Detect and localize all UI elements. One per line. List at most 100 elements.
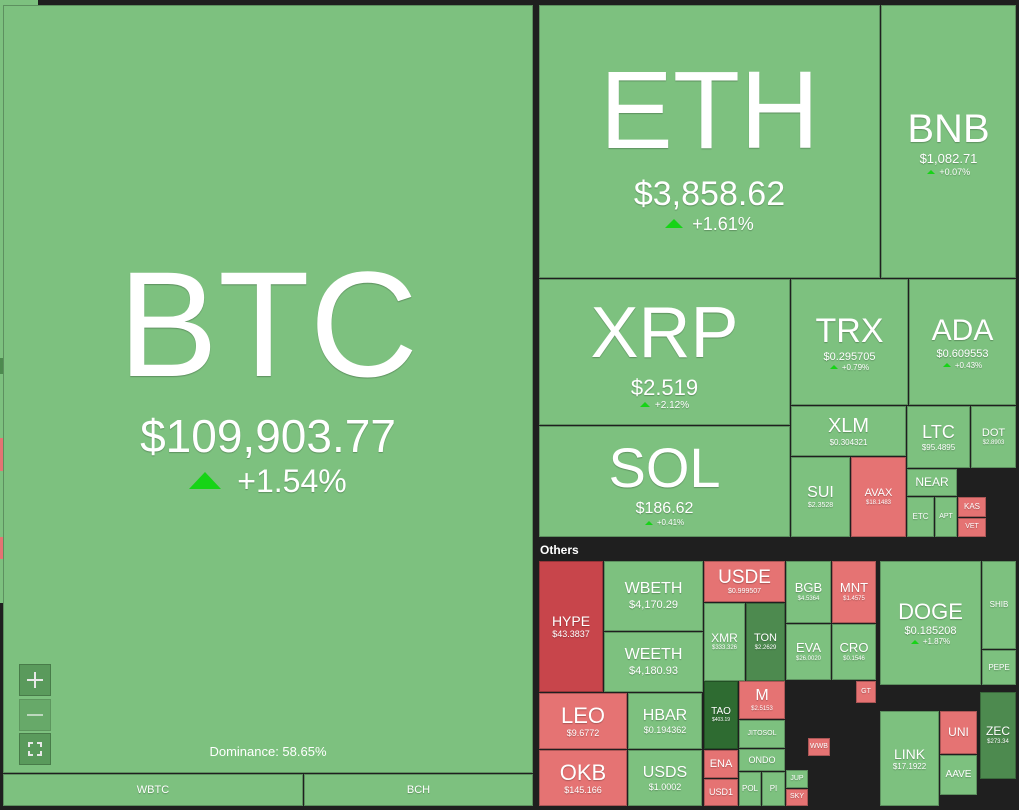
symbol: TON [753,632,778,645]
tile[interactable]: OKB $145.166 [539,750,627,806]
tile[interactable]: BGB $4.5364 [786,561,831,623]
change: +0.07% [927,167,970,177]
price: $0.999507 [727,588,762,596]
tile[interactable]: PI [762,772,785,806]
tile[interactable]: ENA [704,750,738,778]
symbol: ETH [599,49,820,173]
price: $2.519 [630,375,699,400]
tile[interactable]: AVAX $18.1483 [851,457,906,537]
symbol: EVA [795,640,822,656]
tile[interactable]: ETH $3,858.62 +1.61% [539,5,880,278]
price: $0.609553 [936,348,989,361]
tile[interactable]: POL [739,772,761,806]
tile[interactable]: JITOSOL [739,720,785,748]
symbol: AAVE [945,769,972,781]
tile[interactable]: USD1 [704,779,738,806]
tile[interactable]: XMR $333.326 [704,603,745,681]
symbol: DOT [981,427,1006,440]
price: $9.6772 [566,728,600,739]
symbol: USDS [642,763,688,781]
tile[interactable]: TAO $403.19 [704,681,738,749]
price: $43.3837 [552,629,590,640]
tile[interactable]: WBETH $4,170.29 [604,561,703,631]
tile[interactable]: ETC [907,497,934,537]
price: $1,082.71 [919,150,978,166]
price: $186.62 [635,499,694,517]
tile[interactable]: HBAR $0.194362 [628,693,702,749]
tile[interactable]: EVA $26.0020 [786,624,831,680]
tile[interactable]: AAVE [940,755,977,795]
tile[interactable]: LEO $9.6772 [539,693,627,749]
change: +1.54% [189,463,346,500]
symbol: SUI [807,483,834,501]
price: $26.0020 [795,656,822,663]
tile[interactable]: CRO $0.1546 [832,624,876,680]
price: $403.19 [711,716,731,723]
tile[interactable]: APT [935,497,957,537]
tile[interactable]: JUP [786,770,808,788]
tile[interactable]: ONDO [739,749,785,771]
fullscreen[interactable] [19,733,51,765]
tile[interactable]: HYPE $43.3837 [539,561,603,692]
tile[interactable]: ADA $0.609553 +0.43% [909,279,1016,405]
tile[interactable]: KAS [958,497,986,517]
tile[interactable]: XRP $2.519 +2.12% [539,279,790,425]
tile[interactable]: GT [856,681,876,703]
tile[interactable]: SUI $2.3528 [791,457,850,537]
symbol: ETC [912,512,929,522]
change: +1.87% [911,637,950,646]
tile[interactable]: SOL $186.62 +0.41% [539,426,790,537]
section-label: Others [535,540,1019,560]
symbol: KAS [963,502,980,512]
tile[interactable]: BTC $109,903.77 +1.54% [3,5,533,773]
symbol: BTC [118,239,418,408]
change: +0.79% [830,363,869,372]
tile[interactable]: WEETH $4,180.93 [604,632,703,692]
tile[interactable]: XLM $0.304321 [791,406,906,456]
price: $145.166 [564,785,602,796]
tile[interactable]: WWB [808,738,830,756]
dominance: Dominance: 58.65% [209,744,327,759]
icon [27,672,43,688]
tile[interactable]: LINK $17.1922 [880,711,939,806]
price: $17.1922 [892,761,927,771]
symbol: LINK [893,745,926,762]
tile[interactable]: NEAR [907,469,957,496]
tile[interactable]: TON $2.2629 [746,603,785,681]
tile[interactable]: SHIB [982,561,1016,649]
tile[interactable]: VET [958,518,986,537]
tile[interactable]: M $2.5153 [739,681,785,719]
price: $2.2629 [754,644,777,651]
tile[interactable]: BCH [304,774,533,806]
tile[interactable]: DOT $2.8903 [971,406,1016,468]
price: $4,170.29 [629,598,678,611]
symbol: ENA [709,757,733,770]
tile[interactable]: WBTC [3,774,303,806]
zoom-out[interactable] [19,699,51,731]
symbol: SKY [789,793,804,801]
price: $95.4895 [921,442,956,452]
tile[interactable]: USDE $0.999507 [704,561,785,602]
price: $3,858.62 [633,174,786,213]
symbol: XRP [590,293,739,374]
symbol: M [755,687,769,705]
price: $0.194362 [643,725,687,736]
symbol: LEO [560,703,606,729]
tile[interactable]: MNT $1.4575 [832,561,876,623]
tile[interactable]: UNI [940,711,977,754]
tile[interactable]: SKY [786,789,808,806]
symbol: BCH [406,783,431,796]
change: +2.12% [640,400,689,412]
tile[interactable]: PEPE [982,650,1016,685]
symbol: AVAX [864,487,893,500]
tile[interactable]: ZEC $273.34 [980,692,1016,779]
zoom-in[interactable] [19,664,51,696]
symbol: USD1 [708,787,733,798]
tile[interactable]: TRX $0.295705 +0.79% [791,279,908,405]
tile[interactable]: LTC $95.4895 [907,406,970,468]
tile[interactable]: BNB $1,082.71 +0.07% [881,5,1016,278]
tile[interactable]: USDS $1.0002 [628,750,702,806]
tile[interactable]: DOGE $0.185208 +1.87% [880,561,981,685]
icon [28,742,42,756]
symbol: BNB [907,106,990,151]
